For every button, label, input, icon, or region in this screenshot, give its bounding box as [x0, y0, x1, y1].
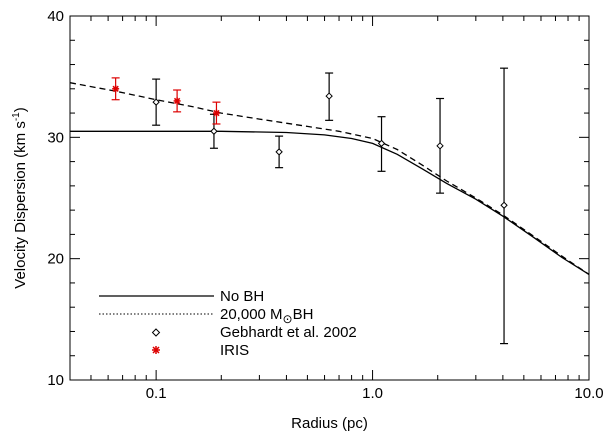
x-tick-label: 10.0: [574, 385, 603, 402]
curve-no-bh: [70, 130, 590, 275]
iris-point: [112, 85, 120, 93]
legend-marker-gebhardt: [151, 328, 161, 337]
legend: No BH 20,000 M⊙BH Gebhardt et al. 2002 I…: [99, 288, 357, 359]
legend-label-20000-suffix: BH: [293, 306, 314, 323]
data-points: [111, 67, 509, 345]
x-axis-label: Radius (pc): [291, 415, 368, 432]
plot-frame: [69, 15, 590, 381]
curve-20000-bh: [69, 82, 590, 275]
x-tick-label: 1.0: [362, 385, 383, 402]
gebhardt-point: [275, 148, 283, 156]
sun-symbol: ⊙: [283, 312, 293, 326]
iris-point: [212, 109, 220, 117]
y-tick-label: 20: [47, 251, 64, 268]
y-tick-label: 10: [47, 372, 64, 389]
legend-label-gebhardt: Gebhardt et al. 2002: [220, 324, 357, 341]
y-axis-label-close: ): [12, 107, 29, 112]
legend-label-20000-prefix: 20,000 M: [220, 306, 283, 323]
y-tick-label: 40: [47, 8, 64, 25]
legend-label-no-bh: No BH: [220, 288, 264, 305]
legend-label-20000-bh: 20,000 M⊙BH: [220, 306, 313, 326]
axes: 0.1 1.0 10.0 10 20 30 40: [47, 8, 603, 402]
y-axis-label-sup: -1: [11, 112, 22, 121]
gebhardt-point: [325, 92, 333, 100]
x-tick-label: 0.1: [146, 385, 167, 402]
y-axis-label: Velocity Dispersion (km s-1): [11, 107, 29, 288]
model-curves: [69, 82, 590, 275]
legend-marker-iris: [152, 346, 160, 354]
gebhardt-point: [500, 201, 508, 209]
gebhardt-point: [152, 98, 160, 106]
y-axis-label-main: Velocity Dispersion (km s: [12, 121, 29, 289]
iris-point: [173, 97, 181, 105]
legend-label-iris: IRIS: [220, 342, 249, 359]
gebhardt-point: [377, 139, 386, 148]
gebhardt-point: [210, 127, 218, 135]
gebhardt-point: [436, 142, 444, 150]
y-tick-label: 30: [47, 129, 64, 146]
